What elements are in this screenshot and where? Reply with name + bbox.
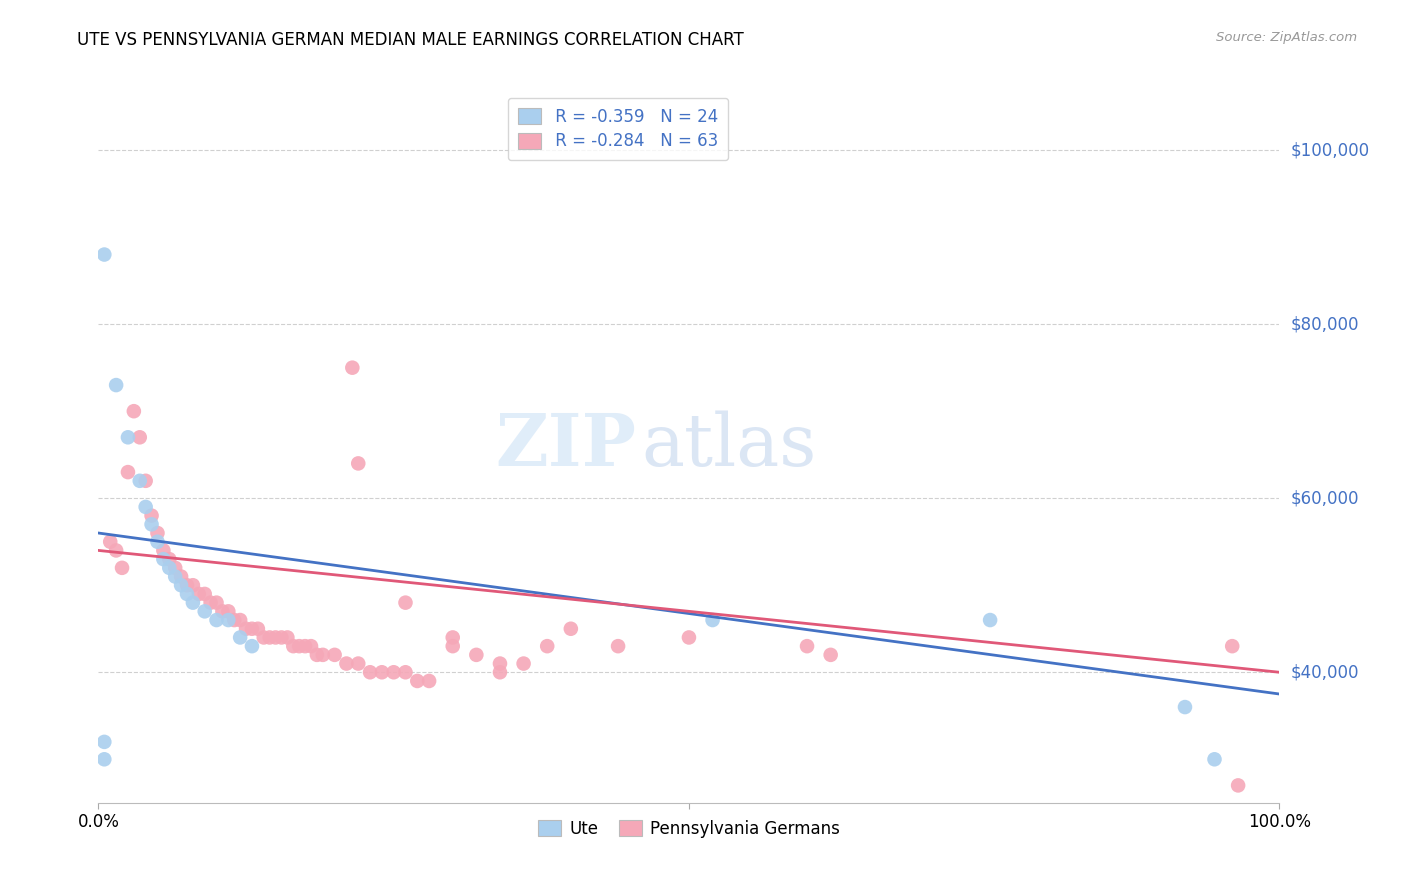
Point — [979, 613, 1001, 627]
Point — [170, 578, 193, 592]
Point — [128, 474, 150, 488]
Point — [240, 622, 263, 636]
Text: $80,000: $80,000 — [1291, 315, 1360, 334]
Point — [205, 613, 228, 627]
Point — [796, 639, 818, 653]
Point — [224, 613, 246, 627]
Point — [105, 543, 128, 558]
Text: $100,000: $100,000 — [1291, 141, 1369, 159]
Point — [1227, 778, 1250, 792]
Point — [194, 587, 217, 601]
Point — [141, 517, 163, 532]
Point — [283, 639, 305, 653]
Point — [1174, 700, 1197, 714]
Point — [240, 639, 263, 653]
Point — [176, 578, 198, 592]
Point — [702, 613, 724, 627]
Point — [347, 457, 370, 471]
Point — [194, 604, 217, 618]
Text: UTE VS PENNSYLVANIA GERMAN MEDIAN MALE EARNINGS CORRELATION CHART: UTE VS PENNSYLVANIA GERMAN MEDIAN MALE E… — [77, 31, 744, 49]
Point — [157, 552, 180, 566]
Text: $40,000: $40,000 — [1291, 664, 1360, 681]
Point — [135, 474, 157, 488]
Point — [217, 613, 239, 627]
Point — [98, 534, 121, 549]
Point — [305, 648, 328, 662]
Point — [93, 735, 115, 749]
Point — [489, 657, 512, 671]
Point — [312, 648, 335, 662]
Point — [418, 673, 440, 688]
Point — [152, 552, 174, 566]
Point — [382, 665, 405, 680]
Point — [165, 561, 187, 575]
Point — [335, 657, 357, 671]
Point — [512, 657, 534, 671]
Text: $60,000: $60,000 — [1291, 489, 1360, 508]
Point — [607, 639, 630, 653]
Point — [187, 587, 209, 601]
Point — [205, 596, 228, 610]
Point — [288, 639, 311, 653]
Point — [253, 631, 276, 645]
Point — [489, 665, 512, 680]
Point — [276, 631, 298, 645]
Point — [441, 639, 464, 653]
Point — [217, 604, 239, 618]
Point — [347, 657, 370, 671]
Point — [678, 631, 700, 645]
Point — [246, 622, 269, 636]
Point — [441, 631, 464, 645]
Point — [294, 639, 316, 653]
Point — [229, 631, 252, 645]
Point — [181, 578, 204, 592]
Point — [465, 648, 488, 662]
Point — [128, 430, 150, 444]
Point — [152, 543, 174, 558]
Point — [1220, 639, 1243, 653]
Point — [323, 648, 346, 662]
Point — [211, 604, 233, 618]
Point — [536, 639, 558, 653]
Point — [146, 526, 169, 541]
Point — [105, 378, 128, 392]
Point — [117, 465, 139, 479]
Point — [264, 631, 287, 645]
Point — [111, 561, 134, 575]
Point — [117, 430, 139, 444]
Point — [181, 596, 204, 610]
Point — [371, 665, 394, 680]
Point — [560, 622, 582, 636]
Point — [176, 587, 198, 601]
Point — [270, 631, 292, 645]
Text: atlas: atlas — [641, 410, 817, 482]
Text: ZIP: ZIP — [495, 410, 636, 482]
Point — [146, 534, 169, 549]
Point — [820, 648, 842, 662]
Point — [157, 561, 180, 575]
Point — [394, 596, 416, 610]
Point — [299, 639, 322, 653]
Point — [235, 622, 257, 636]
Text: Source: ZipAtlas.com: Source: ZipAtlas.com — [1216, 31, 1357, 45]
Point — [122, 404, 145, 418]
Point — [93, 247, 115, 261]
Point — [135, 500, 157, 514]
Point — [359, 665, 381, 680]
Point — [200, 596, 222, 610]
Point — [141, 508, 163, 523]
Point — [93, 752, 115, 766]
Point — [259, 631, 281, 645]
Point — [229, 613, 252, 627]
Point — [165, 569, 187, 583]
Legend: Ute, Pennsylvania Germans: Ute, Pennsylvania Germans — [527, 810, 851, 848]
Point — [406, 673, 429, 688]
Point — [170, 569, 193, 583]
Point — [1204, 752, 1226, 766]
Point — [342, 360, 364, 375]
Point — [394, 665, 416, 680]
